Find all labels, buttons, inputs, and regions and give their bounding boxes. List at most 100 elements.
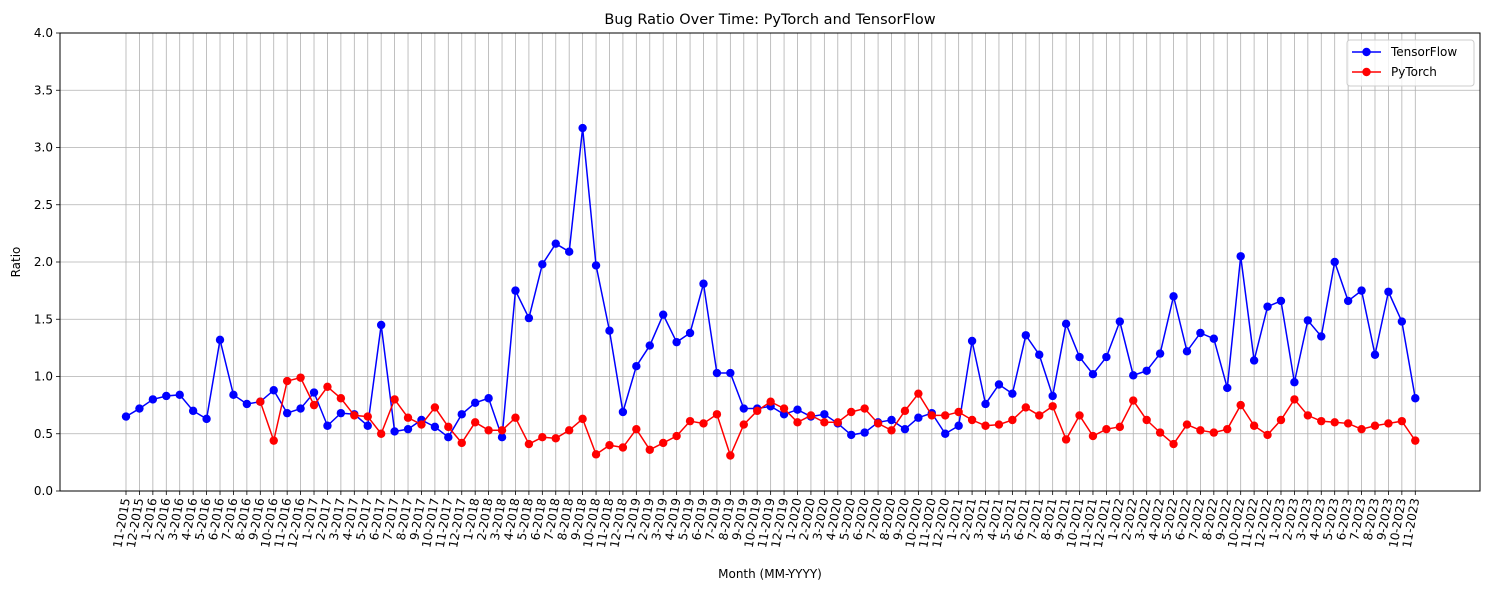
data-point	[1303, 411, 1313, 420]
series-pytorch	[256, 373, 1420, 460]
data-point	[1061, 435, 1071, 444]
data-point	[1370, 350, 1380, 359]
data-point	[726, 368, 735, 378]
data-point	[282, 408, 292, 418]
data-point	[1236, 400, 1245, 410]
data-point	[1397, 416, 1407, 426]
data-point	[524, 313, 534, 323]
data-point	[1155, 349, 1165, 358]
data-point	[403, 424, 413, 434]
data-point	[927, 411, 936, 420]
data-point	[1330, 257, 1339, 267]
data-point	[188, 406, 198, 416]
data-point	[578, 414, 587, 424]
data-point	[1169, 439, 1178, 449]
data-point	[296, 373, 305, 382]
data-point	[591, 261, 601, 270]
data-point	[229, 390, 238, 400]
y-tick-label: 2.0	[34, 255, 53, 269]
data-point	[1290, 395, 1299, 404]
data-point	[1370, 421, 1380, 430]
data-point	[524, 439, 534, 449]
data-point	[1317, 332, 1326, 341]
data-point	[564, 426, 574, 435]
data-point	[1048, 391, 1057, 401]
data-point	[766, 397, 775, 406]
legend-swatch-marker	[1362, 67, 1371, 77]
data-point	[860, 404, 869, 413]
data-point	[1102, 352, 1111, 362]
data-point	[793, 418, 802, 427]
data-point	[336, 408, 346, 418]
y-tick-label: 3.5	[34, 83, 53, 97]
data-point	[376, 320, 386, 330]
data-point	[1129, 371, 1138, 380]
data-point	[726, 451, 735, 460]
y-tick-label: 1.5	[34, 312, 53, 326]
data-point	[1223, 424, 1232, 434]
data-point	[941, 429, 950, 438]
legend-item-tensorflow: TensorFlow	[1352, 45, 1457, 59]
legend-item-pytorch: PyTorch	[1352, 65, 1437, 79]
data-point	[296, 404, 305, 413]
data-point	[699, 419, 708, 428]
data-point	[538, 432, 547, 442]
data-point	[309, 388, 319, 397]
y-tick-label: 3.0	[34, 141, 53, 155]
data-point	[390, 395, 399, 404]
data-point	[954, 407, 963, 417]
data-point	[403, 413, 413, 422]
data-point	[1303, 316, 1313, 325]
data-point	[1384, 287, 1393, 296]
data-point	[1035, 350, 1044, 359]
data-point	[659, 310, 668, 319]
y-axis-title: Ratio	[9, 247, 23, 278]
data-point	[1223, 383, 1232, 393]
data-point	[994, 380, 1004, 389]
data-point	[806, 411, 816, 420]
data-point	[967, 336, 977, 346]
data-point	[914, 389, 923, 398]
data-point	[162, 391, 171, 401]
data-point	[1196, 426, 1205, 435]
data-point	[887, 426, 896, 435]
data-point	[323, 421, 332, 430]
data-point	[1196, 328, 1205, 338]
data-point	[672, 337, 681, 347]
data-point	[175, 390, 184, 400]
data-point	[900, 424, 910, 434]
y-tick-label: 0.0	[34, 484, 53, 498]
data-point	[873, 419, 883, 428]
data-point	[269, 386, 278, 395]
data-point	[833, 418, 842, 427]
data-point	[632, 361, 641, 371]
data-point	[390, 427, 399, 436]
data-point	[309, 400, 319, 410]
data-point	[363, 412, 372, 421]
data-point	[994, 420, 1004, 429]
x-axis: 11-201512-20151-20162-20163-20164-20165-…	[110, 491, 1422, 549]
data-point	[564, 247, 574, 256]
data-point	[712, 410, 722, 419]
data-point	[336, 394, 346, 403]
data-point	[820, 418, 829, 427]
data-point	[1129, 396, 1138, 405]
data-point	[1249, 421, 1259, 430]
data-point	[1142, 366, 1151, 375]
data-point	[739, 420, 748, 429]
data-point	[1249, 356, 1259, 365]
data-point	[1343, 296, 1353, 306]
series-layer	[121, 123, 1420, 460]
data-point	[511, 413, 520, 422]
data-point	[1048, 402, 1057, 411]
data-point	[914, 413, 923, 422]
data-point	[645, 445, 654, 454]
data-point	[1035, 411, 1044, 420]
data-point	[1115, 422, 1125, 432]
data-point	[578, 123, 587, 133]
data-point	[1021, 331, 1031, 340]
data-point	[685, 416, 695, 426]
data-point	[967, 415, 977, 425]
data-point	[457, 438, 466, 448]
data-point	[202, 414, 211, 424]
